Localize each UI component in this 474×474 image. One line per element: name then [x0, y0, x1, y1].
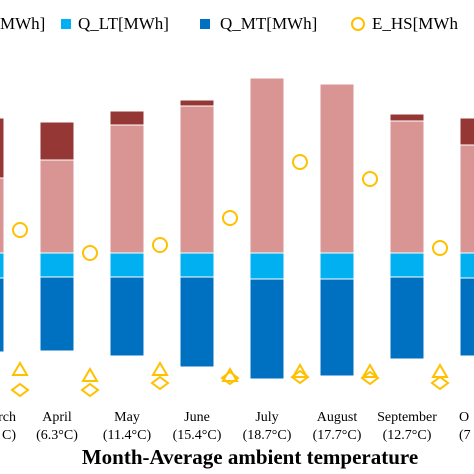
x-tick-sublabel: (11.4°C) — [103, 428, 152, 443]
x-tick-sublabel: (12.7°C) — [383, 428, 432, 443]
bar-segment — [389, 276, 425, 360]
marker-triangle — [291, 363, 309, 378]
x-tick-sublabel: (6.3°C) — [36, 428, 78, 443]
bar-segment — [389, 252, 425, 278]
legend-label: Q_LT[MWh] — [78, 14, 169, 33]
x-tick-sublabel: (7 — [459, 428, 471, 443]
bar-segment — [459, 252, 474, 279]
x-tick-sublabel: (18.7°C) — [243, 428, 292, 443]
x-tick-label: May — [114, 410, 140, 425]
x-tick-sublabel: (15.4°C) — [173, 428, 222, 443]
marker-triangle — [11, 361, 29, 376]
bar-segment — [459, 117, 474, 146]
x-tick-label: rch — [0, 410, 16, 425]
bar-segment — [389, 113, 425, 122]
marker-circle — [82, 245, 98, 261]
marker-triangle — [81, 367, 99, 382]
legend-label: MWh] — [0, 14, 45, 33]
bar-segment — [179, 276, 215, 368]
bar-segment — [249, 252, 285, 280]
bar-segment — [179, 99, 215, 107]
marker-circle — [432, 240, 448, 256]
marker-triangle — [361, 363, 379, 378]
x-tick-label: April — [42, 410, 72, 425]
bar-segment — [249, 278, 285, 380]
bar-segment — [179, 252, 215, 278]
x-tick-sublabel: (17.7°C) — [313, 428, 362, 443]
x-tick-sublabel: C) — [2, 428, 16, 443]
bar-segment — [459, 144, 474, 254]
bar-segment — [39, 252, 75, 278]
bar-segment — [459, 277, 474, 357]
legend-marker — [61, 19, 71, 29]
bar-segment — [109, 124, 145, 254]
bar-segment — [109, 252, 145, 278]
legend-marker — [200, 19, 210, 29]
bar-segment — [319, 252, 355, 280]
x-axis-title: Month-Average ambient temperature — [82, 445, 418, 469]
marker-diamond — [10, 382, 30, 398]
marker-circle — [12, 222, 28, 238]
legend-marker — [351, 17, 365, 31]
bar-segment — [319, 83, 355, 254]
bar-segment — [319, 278, 355, 377]
marker-circle — [222, 210, 238, 226]
bar-segment — [39, 159, 75, 254]
marker-circle — [362, 171, 378, 187]
bar-segment — [0, 117, 5, 179]
legend-label: E_HS[MWh — [372, 14, 458, 33]
marker-diamond — [80, 382, 100, 398]
x-tick-label: O — [459, 410, 469, 425]
marker-diamond — [290, 369, 310, 385]
marker-diamond — [150, 375, 170, 391]
x-tick-label: June — [184, 410, 210, 425]
marker-diamond — [360, 370, 380, 386]
marker-diamond — [220, 370, 240, 386]
bar-segment — [39, 121, 75, 161]
bar-segment — [0, 177, 5, 254]
marker-circle — [152, 237, 168, 253]
marker-triangle — [151, 361, 169, 376]
bar-segment — [249, 77, 285, 254]
marker-diamond — [430, 375, 450, 391]
bar-segment — [39, 276, 75, 352]
x-tick-label: August — [317, 410, 358, 425]
bar-segment — [0, 277, 5, 353]
x-tick-label: July — [255, 410, 278, 425]
bar-segment — [109, 276, 145, 357]
bar-segment — [179, 105, 215, 254]
x-tick-label: September — [377, 410, 437, 425]
marker-circle — [292, 154, 308, 170]
bar-segment — [109, 110, 145, 126]
bar-segment — [389, 120, 425, 254]
bar-segment — [0, 252, 5, 279]
legend-label: Q_MT[MWh] — [220, 14, 317, 33]
